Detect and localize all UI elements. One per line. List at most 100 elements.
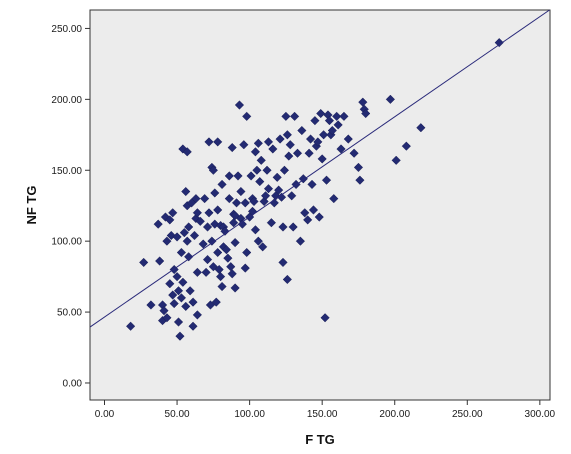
data-point [385, 94, 395, 104]
data-points [126, 38, 504, 341]
data-point [220, 226, 230, 236]
y-tick-label: 250.00 [51, 24, 82, 35]
data-point [276, 192, 287, 202]
data-point [250, 225, 261, 235]
data-point [198, 239, 208, 249]
data-point [287, 191, 297, 201]
data-point [303, 215, 313, 225]
data-point [202, 222, 213, 232]
data-point [168, 208, 178, 218]
data-point [320, 313, 330, 323]
data-point [181, 301, 191, 311]
data-point [237, 219, 247, 229]
x-tick-label: 150.00 [307, 409, 338, 420]
data-point [355, 175, 365, 185]
data-point [176, 247, 187, 258]
x-tick-label: 0.00 [95, 409, 115, 420]
data-point [324, 116, 335, 126]
data-point [327, 125, 337, 136]
data-point [278, 222, 288, 232]
data-point [494, 38, 504, 48]
data-point [240, 263, 250, 273]
data-point [201, 267, 211, 277]
data-point [253, 236, 263, 246]
data-point [185, 286, 195, 296]
data-point [165, 215, 175, 225]
data-point [191, 194, 201, 204]
data-point [321, 175, 332, 185]
data-point [165, 279, 175, 289]
data-point [314, 212, 324, 222]
data-point [261, 191, 271, 201]
data-point [192, 208, 202, 218]
data-point [200, 194, 210, 204]
data-point [282, 130, 292, 140]
data-point [178, 277, 188, 287]
data-point [236, 186, 246, 197]
data-point [160, 212, 171, 222]
data-point [153, 219, 163, 229]
data-point [263, 184, 274, 194]
data-point [162, 236, 172, 246]
data-point [211, 297, 221, 307]
data-point [227, 142, 237, 153]
data-point [258, 242, 268, 252]
data-point [253, 138, 263, 148]
data-point [295, 236, 305, 246]
data-point [284, 151, 294, 161]
data-point [288, 222, 298, 232]
data-point [216, 272, 226, 282]
data-point [249, 196, 259, 207]
data-point [319, 130, 329, 140]
data-point [361, 108, 371, 119]
data-point [231, 198, 242, 208]
data-point [247, 206, 258, 216]
data-point [162, 313, 172, 323]
data-point [182, 236, 192, 246]
data-point [339, 111, 349, 121]
data-point [172, 272, 182, 282]
data-point [234, 100, 245, 110]
data-point [255, 177, 265, 187]
data-point [146, 300, 156, 310]
data-point [213, 205, 223, 215]
x-tick-label: 250.00 [452, 409, 483, 420]
axis-ticks [85, 27, 541, 405]
data-point [176, 293, 187, 303]
x-tick-labels: 0.00 50.00 100.00 150.00 200.00 250.00 300.00 [95, 409, 556, 420]
data-point [159, 306, 169, 316]
y-tick-label: 150.00 [51, 166, 82, 177]
data-point [262, 165, 272, 175]
data-point [188, 321, 198, 331]
data-point [208, 262, 218, 272]
data-point [188, 297, 198, 307]
data-point [292, 148, 303, 158]
data-point [304, 148, 314, 158]
data-point [316, 108, 326, 119]
data-point [192, 267, 202, 277]
data-point [223, 253, 233, 263]
data-point [210, 188, 220, 198]
data-point [217, 179, 227, 190]
data-point [230, 283, 240, 293]
y-tick-label: 50.00 [57, 308, 82, 319]
data-point [282, 274, 292, 285]
data-point [192, 310, 202, 320]
data-point [229, 218, 239, 228]
x-tick-label: 100.00 [234, 409, 265, 420]
y-tick-label: 200.00 [51, 95, 82, 106]
data-point [268, 144, 278, 154]
data-point [227, 269, 237, 279]
data-point [221, 245, 231, 255]
data-point [126, 321, 136, 331]
data-point [240, 198, 250, 208]
data-point [272, 172, 282, 182]
data-point [300, 208, 310, 218]
fit-line-group [89, 9, 550, 328]
x-tick-label: 50.00 [165, 409, 190, 420]
data-point [175, 331, 185, 341]
data-point [349, 148, 359, 158]
data-point [285, 140, 295, 150]
data-point [184, 222, 194, 232]
data-point [184, 252, 194, 262]
